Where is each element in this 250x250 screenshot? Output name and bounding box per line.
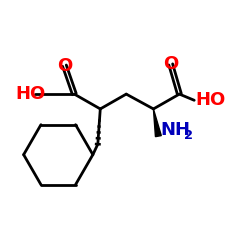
Polygon shape — [154, 109, 161, 137]
Text: HO: HO — [196, 91, 226, 109]
Text: O: O — [163, 56, 178, 74]
Text: 2: 2 — [184, 129, 192, 142]
Text: NH: NH — [161, 120, 191, 138]
Text: O: O — [57, 57, 72, 75]
Text: HO: HO — [15, 85, 45, 103]
